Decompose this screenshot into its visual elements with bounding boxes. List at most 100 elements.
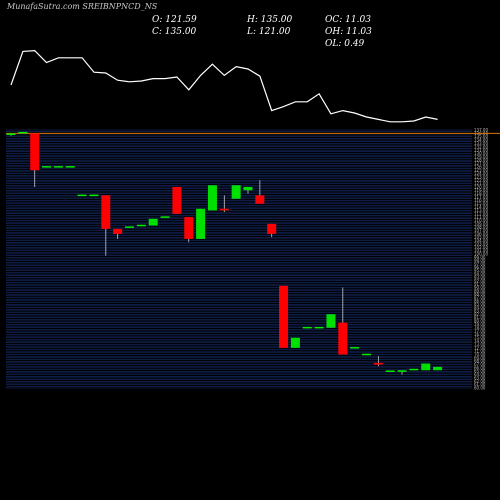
candle [77,194,87,197]
price-tick-label: 123.00 [474,174,488,179]
candle [433,366,443,371]
candle-body [77,194,87,197]
price-tick-label: 70.00 [474,352,486,357]
candle-body [385,370,395,372]
candle-body [397,370,407,372]
price-tick-label: 107.00 [474,228,488,233]
price-tick-label: 113.00 [474,208,488,213]
candle [267,223,277,238]
candle-body [219,208,229,211]
price-tick-label: 85.00 [474,302,486,307]
candle-body [18,131,28,134]
candle [373,356,383,367]
price-tick-label: 126.00 [474,164,488,169]
price-tick-label: 127.00 [474,161,488,166]
candle-body [172,186,182,214]
candle-body [148,218,158,226]
price-tick-label: 71.00 [474,349,486,354]
candle-body [326,314,336,328]
candle-body [373,362,383,365]
candle-body [302,326,312,329]
candle [231,185,241,199]
candle-body [279,285,289,348]
candle-body [421,363,431,371]
price-tick-label: 93.00 [474,275,486,280]
price-tick-label: 81.00 [474,315,486,320]
price-tick-label: 121.00 [474,181,488,186]
candle [184,217,194,243]
candle-body [89,194,99,197]
price-tick-label: 111.00 [474,215,488,220]
candle-body [231,185,241,199]
price-tick-label: 89.00 [474,288,486,293]
candle [30,133,40,187]
chart-title: MunafaSutra.com SREIBNPNCD_NS [6,2,158,11]
price-tick-label: 68.00 [474,359,486,364]
price-tick-label: 80.00 [474,318,486,323]
candle-body [362,353,371,356]
price-tick-label: 69.00 [474,355,486,360]
price-tick-label: 110.00 [474,218,488,223]
price-tick-label: 120.00 [474,184,488,189]
price-tick-label: 108.00 [474,225,488,230]
price-tick-label: 66.00 [474,365,486,370]
price-tick-label: 62.00 [474,379,486,384]
price-tick-label: 64.00 [474,372,486,377]
price-tick-label: 119.00 [474,188,488,193]
high-value: H: 135.00 [246,15,293,25]
price-tick-label: 65.00 [474,369,486,374]
price-tick-label: 63.00 [474,375,486,380]
candle [338,287,348,355]
candles [6,131,443,375]
candle [6,133,16,136]
ol-value: OL: 0.49 [325,39,365,49]
price-tick-label: 73.00 [474,342,486,347]
price-tick-label: 60.00 [474,386,486,391]
candle [219,195,229,213]
price-tick-label: 135.00 [474,134,488,139]
price-tick-label: 74.00 [474,339,486,344]
low-value: L: 121.00 [246,27,291,37]
price-tick-label: 67.00 [474,362,486,367]
price-tick-label: 96.00 [474,265,486,270]
candle-body [290,337,300,348]
price-tick-label: 90.00 [474,285,486,290]
price-tick-label: 103.00 [474,241,488,246]
price-tick-label: 114.00 [474,205,488,210]
candle [196,208,206,239]
candle [314,326,324,329]
price-tick-label: 101.00 [474,248,488,253]
candle-body [136,224,146,227]
price-tick-label: 77.00 [474,329,486,334]
price-tick-label: 78.00 [474,325,486,330]
candle [172,186,182,214]
price-tick-label: 102.00 [474,245,488,250]
candle [409,368,419,371]
candle [397,370,407,375]
candle [89,194,99,197]
price-tick-label: 76.00 [474,332,486,337]
price-tick-label: 115.00 [474,201,488,206]
candle [125,226,134,228]
candle [18,131,28,134]
candle-body [184,217,194,239]
candle [53,166,63,168]
price-tick-label: 128.00 [474,158,488,163]
price-tick-label: 95.00 [474,268,486,273]
candle-body [125,226,134,228]
candle-body [196,208,206,239]
price-tick-label: 122.00 [474,178,488,183]
candle [243,186,253,194]
candle [160,216,170,218]
candle-body [350,347,360,349]
candle [302,326,312,329]
close-value: C: 135.00 [152,27,197,37]
price-tick-label: 97.00 [474,262,486,267]
candle [207,185,217,211]
price-tick-label: 105.00 [474,235,488,240]
candle-body [207,185,217,211]
price-tick-label: 84.00 [474,305,486,310]
candle [290,337,300,348]
